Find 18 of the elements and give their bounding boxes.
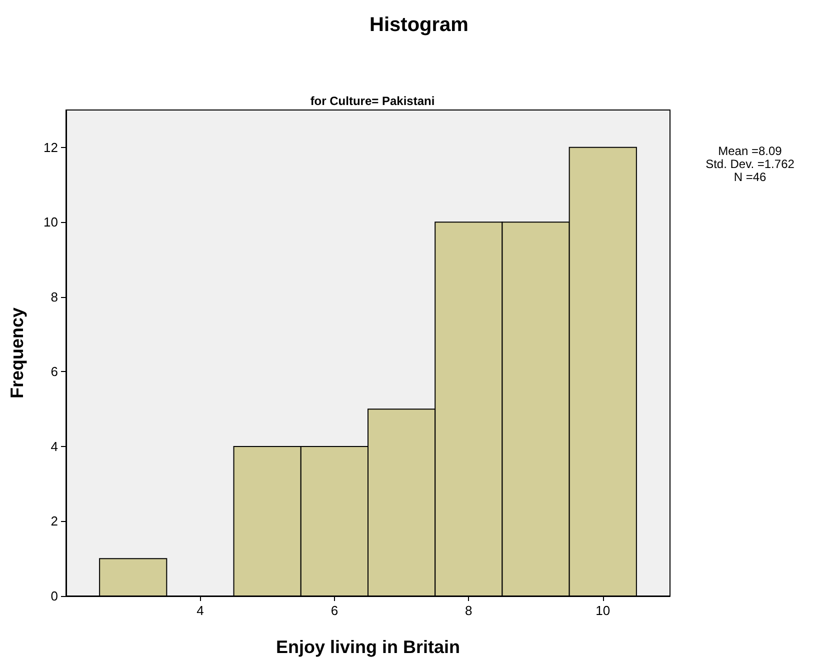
x-tick-label: 8 bbox=[465, 603, 472, 618]
chart-title: Histogram bbox=[370, 14, 468, 36]
y-tick-label: 12 bbox=[44, 140, 58, 155]
text: Mean =8.09 bbox=[718, 144, 782, 158]
y-tick-label: 4 bbox=[50, 438, 58, 454]
x-tick-label: 10 bbox=[596, 603, 610, 618]
y-tick-label: 0 bbox=[50, 588, 58, 604]
chart-subtitle: for Culture= Pakistani bbox=[310, 94, 435, 108]
y-tick-label: 8 bbox=[50, 289, 58, 304]
y-tick-label: 6 bbox=[50, 364, 58, 380]
x-tick-label: 6 bbox=[330, 603, 338, 618]
x-tick-label: 4 bbox=[196, 603, 204, 618]
y-tick-label: 10 bbox=[44, 214, 58, 230]
text: N =46 bbox=[734, 170, 766, 184]
x-axis-title: Enjoy living in Britain bbox=[276, 637, 460, 657]
y-axis-title: Frequency bbox=[7, 307, 27, 399]
y-tick-label: 2 bbox=[50, 514, 58, 529]
text: Std. Dev. =1.762 bbox=[706, 157, 795, 171]
